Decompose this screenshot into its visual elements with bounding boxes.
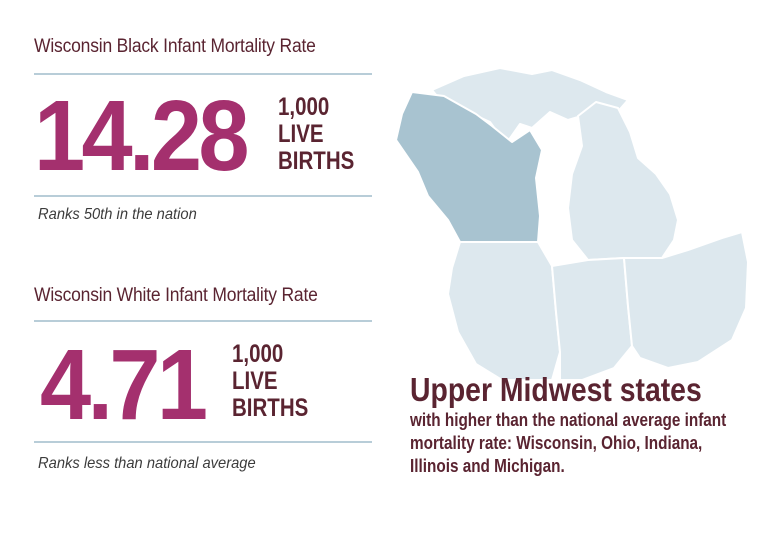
- white-top-rule: [34, 320, 372, 322]
- white-unit-line2: LIVE: [232, 367, 278, 395]
- callout-body: with higher than the national average in…: [410, 410, 727, 476]
- illinois-shape: [447, 241, 561, 381]
- indiana-shape: [551, 257, 633, 381]
- black-rank-text: Ranks 50th in the nation: [38, 206, 197, 223]
- white-mortality-block: Wisconsin White Infant Mortality Rate 4.…: [34, 285, 372, 485]
- black-mortality-title: Wisconsin Black Infant Mortality Rate: [34, 36, 316, 57]
- black-unit-line2: LIVE: [278, 120, 324, 148]
- black-top-rule: [34, 73, 372, 75]
- black-unit-line3: BIRTHS: [278, 147, 355, 175]
- black-rate-unit: 1,000 LIVE BIRTHS: [278, 94, 354, 175]
- white-mortality-rate: 4.71: [40, 329, 208, 441]
- upper-midwest-callout: Upper Midwest states with higher than th…: [410, 372, 755, 478]
- black-mortality-rate: 14.28: [34, 80, 250, 192]
- white-mortality-title: Wisconsin White Infant Mortality Rate: [34, 285, 318, 306]
- black-unit-line1: 1,000: [278, 93, 330, 121]
- white-rate-unit: 1,000 LIVE BIRTHS: [232, 341, 308, 422]
- white-unit-line3: BIRTHS: [232, 394, 309, 422]
- black-bottom-rule: [34, 195, 372, 197]
- wisconsin-shape: [395, 91, 543, 245]
- white-bottom-rule: [34, 441, 372, 443]
- michigan-lower-peninsula-shape: [567, 101, 679, 261]
- upper-midwest-map: [395, 67, 749, 381]
- white-rank-text: Ranks less than national average: [38, 455, 256, 472]
- white-unit-line1: 1,000: [232, 340, 284, 368]
- ohio-shape: [623, 231, 749, 369]
- black-mortality-block: Wisconsin Black Infant Mortality Rate 14…: [34, 36, 372, 236]
- callout-heading: Upper Midwest states: [410, 371, 702, 408]
